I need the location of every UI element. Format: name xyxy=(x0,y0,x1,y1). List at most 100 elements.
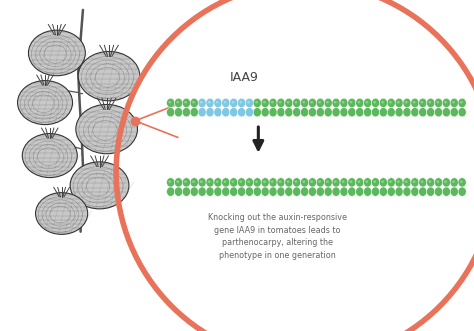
Ellipse shape xyxy=(255,101,258,103)
Ellipse shape xyxy=(316,98,324,108)
Ellipse shape xyxy=(381,101,384,103)
Ellipse shape xyxy=(350,180,353,183)
Ellipse shape xyxy=(419,178,427,187)
Ellipse shape xyxy=(190,108,198,117)
Ellipse shape xyxy=(237,98,246,108)
Ellipse shape xyxy=(316,108,324,117)
Ellipse shape xyxy=(427,178,435,187)
Ellipse shape xyxy=(403,98,411,108)
Ellipse shape xyxy=(237,187,246,196)
Ellipse shape xyxy=(176,101,179,103)
Ellipse shape xyxy=(292,98,301,108)
Ellipse shape xyxy=(373,101,376,103)
Ellipse shape xyxy=(444,180,447,183)
Ellipse shape xyxy=(450,178,458,187)
Ellipse shape xyxy=(246,178,254,187)
Ellipse shape xyxy=(277,187,285,196)
Ellipse shape xyxy=(413,180,416,183)
Ellipse shape xyxy=(364,178,372,187)
Ellipse shape xyxy=(442,108,450,117)
Ellipse shape xyxy=(261,98,269,108)
Ellipse shape xyxy=(239,180,242,183)
Ellipse shape xyxy=(237,108,246,117)
Ellipse shape xyxy=(184,180,187,183)
Ellipse shape xyxy=(174,178,182,187)
Ellipse shape xyxy=(334,180,337,183)
Ellipse shape xyxy=(397,180,400,183)
Ellipse shape xyxy=(214,187,222,196)
Text: IAA9: IAA9 xyxy=(230,71,259,84)
Ellipse shape xyxy=(357,101,360,103)
Ellipse shape xyxy=(442,178,450,187)
Ellipse shape xyxy=(198,98,206,108)
Ellipse shape xyxy=(261,187,269,196)
Ellipse shape xyxy=(356,187,364,196)
Ellipse shape xyxy=(216,180,219,183)
Ellipse shape xyxy=(387,187,395,196)
Ellipse shape xyxy=(36,193,88,234)
Ellipse shape xyxy=(222,108,230,117)
Ellipse shape xyxy=(78,52,140,101)
Ellipse shape xyxy=(246,187,254,196)
Ellipse shape xyxy=(458,98,466,108)
Ellipse shape xyxy=(348,108,356,117)
Ellipse shape xyxy=(326,101,329,103)
Ellipse shape xyxy=(324,98,332,108)
Ellipse shape xyxy=(420,101,423,103)
Ellipse shape xyxy=(411,178,419,187)
Ellipse shape xyxy=(174,98,182,108)
Ellipse shape xyxy=(246,108,254,117)
Ellipse shape xyxy=(200,180,203,183)
Ellipse shape xyxy=(255,180,258,183)
Ellipse shape xyxy=(318,180,321,183)
Ellipse shape xyxy=(324,178,332,187)
Ellipse shape xyxy=(350,101,353,103)
Ellipse shape xyxy=(458,108,466,117)
Ellipse shape xyxy=(287,180,290,183)
Ellipse shape xyxy=(206,187,214,196)
Ellipse shape xyxy=(285,178,293,187)
Ellipse shape xyxy=(301,187,309,196)
Ellipse shape xyxy=(263,180,266,183)
Ellipse shape xyxy=(460,101,463,103)
Ellipse shape xyxy=(403,187,411,196)
Ellipse shape xyxy=(444,101,447,103)
Ellipse shape xyxy=(176,180,179,183)
Ellipse shape xyxy=(246,98,254,108)
Ellipse shape xyxy=(372,178,380,187)
Ellipse shape xyxy=(214,178,222,187)
Ellipse shape xyxy=(332,98,340,108)
Ellipse shape xyxy=(316,178,324,187)
Ellipse shape xyxy=(389,180,392,183)
Ellipse shape xyxy=(184,101,187,103)
Ellipse shape xyxy=(285,187,293,196)
Ellipse shape xyxy=(436,101,439,103)
Ellipse shape xyxy=(192,180,195,183)
Ellipse shape xyxy=(332,187,340,196)
Ellipse shape xyxy=(182,108,191,117)
Ellipse shape xyxy=(261,108,269,117)
Ellipse shape xyxy=(214,108,222,117)
Ellipse shape xyxy=(427,108,435,117)
Ellipse shape xyxy=(411,98,419,108)
Ellipse shape xyxy=(200,101,203,103)
Ellipse shape xyxy=(332,178,340,187)
Ellipse shape xyxy=(372,108,380,117)
Ellipse shape xyxy=(279,101,282,103)
Ellipse shape xyxy=(450,98,458,108)
Ellipse shape xyxy=(182,187,191,196)
Ellipse shape xyxy=(269,108,277,117)
Ellipse shape xyxy=(389,101,392,103)
Ellipse shape xyxy=(208,180,210,183)
Ellipse shape xyxy=(285,108,293,117)
Ellipse shape xyxy=(253,187,261,196)
Ellipse shape xyxy=(237,178,246,187)
Ellipse shape xyxy=(277,98,285,108)
Ellipse shape xyxy=(168,101,171,103)
Ellipse shape xyxy=(309,178,317,187)
Ellipse shape xyxy=(452,180,455,183)
Ellipse shape xyxy=(231,101,234,103)
Ellipse shape xyxy=(22,134,77,177)
Ellipse shape xyxy=(182,98,191,108)
Ellipse shape xyxy=(326,180,329,183)
